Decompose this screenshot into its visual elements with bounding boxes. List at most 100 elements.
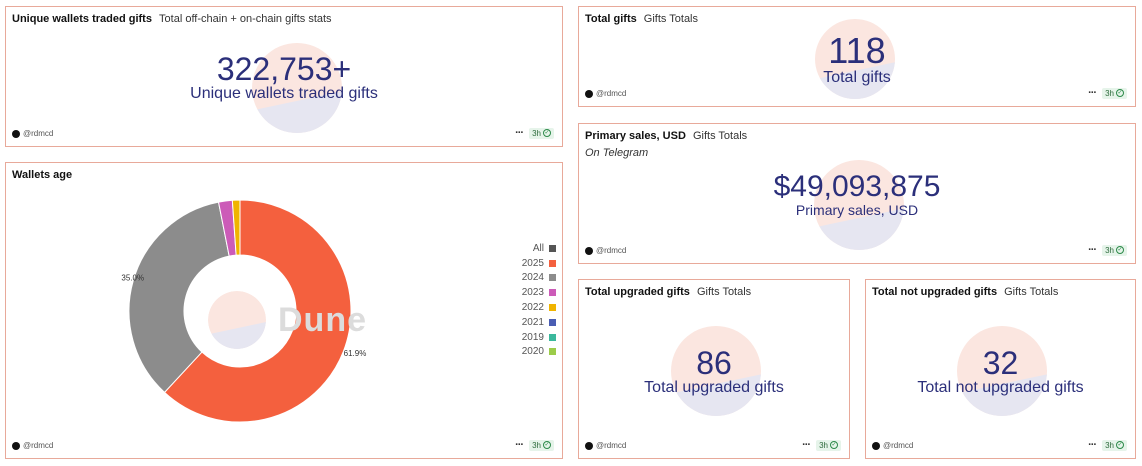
legend-label: 2019 — [521, 331, 544, 343]
card-title[interactable]: Primary sales, USD — [585, 130, 686, 142]
legend-swatch — [549, 289, 556, 297]
card-wallets-age: Wallets age 61.9% 35.0% Dune All 2025 2024 2… — [5, 162, 563, 459]
more-options-icon[interactable]: ··· — [515, 127, 524, 139]
card-subtitle: Total off-chain + on-chain gifts stats — [159, 13, 332, 25]
more-options-icon[interactable]: ··· — [802, 439, 811, 451]
refresh-age: 3h — [819, 440, 828, 450]
counter-value: $49,093,875 — [773, 170, 941, 203]
card-footer: @rdmcd ··· 3h ✓ — [12, 127, 554, 141]
avatar — [12, 129, 20, 138]
card-title[interactable]: Wallets age — [12, 169, 73, 181]
donut-chart: 61.9% 35.0% — [121, 199, 367, 423]
data-label: 61.9% — [344, 349, 367, 358]
legend-swatch — [549, 333, 556, 341]
check-circle-icon: ✓ — [1116, 89, 1124, 97]
more-options-icon[interactable]: ··· — [515, 439, 524, 451]
card-primary-sales: Primary sales, USD Gifts Totals On Teleg… — [578, 123, 1136, 264]
author-name: @rdmcd — [596, 246, 627, 255]
avatar — [585, 89, 593, 98]
author[interactable]: @rdmcd — [585, 441, 626, 450]
refresh-status-badge[interactable]: 3h ✓ — [1102, 87, 1127, 99]
counter-label: Total gifts — [823, 69, 891, 86]
legend-item[interactable]: 2025 — [522, 256, 556, 271]
author[interactable]: @rdmcd — [872, 441, 913, 450]
counter: $49,093,875 Primary sales, USD — [579, 170, 1135, 219]
more-options-icon[interactable]: ··· — [1088, 87, 1097, 99]
legend-label: All — [532, 242, 544, 254]
author-name: @rdmcd — [23, 441, 54, 450]
counter-label: Total not upgraded gifts — [917, 379, 1084, 396]
dune-logo-icon — [671, 326, 761, 416]
dune-logo-icon — [252, 43, 342, 133]
footer-actions: ··· 3h ✓ — [802, 439, 841, 451]
avatar — [585, 441, 593, 450]
refresh-status-badge[interactable]: 3h ✓ — [529, 127, 554, 139]
dune-logo-icon — [208, 291, 266, 349]
card-header: Total gifts Gifts Totals — [585, 13, 1127, 26]
counter: 118 Total gifts — [579, 33, 1135, 87]
donut-slice-2025[interactable] — [163, 199, 352, 423]
card-subtitle: Gifts Totals — [1004, 286, 1059, 298]
author-name: @rdmcd — [596, 89, 627, 98]
refresh-status-badge[interactable]: 3h ✓ — [1102, 244, 1127, 256]
legend-swatch — [549, 259, 556, 267]
donut-slice-2024[interactable] — [128, 201, 230, 394]
legend-item[interactable]: 2021 — [522, 315, 556, 330]
refresh-status-badge[interactable]: 3h ✓ — [1102, 439, 1127, 451]
refresh-age: 3h — [532, 128, 541, 138]
refresh-age: 3h — [1105, 245, 1114, 255]
dune-watermark-text: Dune — [278, 301, 367, 339]
check-circle-icon: ✓ — [1116, 246, 1124, 254]
legend-item[interactable]: 2019 — [522, 330, 556, 345]
legend-item[interactable]: 2022 — [522, 300, 556, 315]
footer-actions: ··· 3h ✓ — [515, 127, 554, 139]
card-header: Total upgraded gifts Gifts Totals — [585, 286, 841, 299]
refresh-status-badge[interactable]: 3h ✓ — [529, 439, 554, 451]
author[interactable]: @rdmcd — [585, 246, 626, 255]
refresh-status-badge[interactable]: 3h ✓ — [816, 439, 841, 451]
check-circle-icon: ✓ — [543, 129, 551, 137]
more-options-icon[interactable]: ··· — [1088, 439, 1097, 451]
card-title[interactable]: Total not upgraded gifts — [872, 286, 998, 298]
card-footer: @rdmcd ··· 3h ✓ — [585, 87, 1127, 101]
footer-actions: ··· 3h ✓ — [515, 439, 554, 451]
card-footer: @rdmcd ··· 3h ✓ — [585, 439, 841, 453]
counter-label: Primary sales, USD — [795, 202, 919, 218]
legend-item[interactable]: 2024 — [522, 271, 556, 286]
card-header: Primary sales, USD Gifts Totals — [585, 130, 1127, 143]
card-header: Wallets age — [12, 169, 554, 182]
legend-item[interactable]: All — [522, 241, 556, 256]
legend-label: 2020 — [521, 346, 544, 358]
check-circle-icon: ✓ — [830, 441, 838, 449]
card-title[interactable]: Unique wallets traded gifts — [12, 13, 152, 25]
legend-item[interactable]: 2020 — [522, 345, 556, 360]
check-circle-icon: ✓ — [543, 441, 551, 449]
counter: 32 Total not upgraded gifts — [866, 347, 1135, 397]
dune-logo-icon — [957, 326, 1047, 416]
more-options-icon[interactable]: ··· — [1088, 244, 1097, 256]
card-subtitle: Gifts Totals — [696, 286, 752, 298]
legend-swatch — [549, 274, 556, 282]
card-title[interactable]: Total gifts — [585, 13, 637, 25]
author[interactable]: @rdmcd — [12, 129, 53, 138]
card-header: Unique wallets traded gifts Total off-ch… — [12, 13, 554, 26]
author[interactable]: @rdmcd — [585, 89, 626, 98]
card-title[interactable]: Total upgraded gifts — [585, 286, 690, 298]
legend-swatch — [549, 348, 556, 356]
donut-slice-2022[interactable] — [231, 199, 241, 256]
legend-item[interactable]: 2023 — [522, 285, 556, 300]
author[interactable]: @rdmcd — [12, 441, 53, 450]
avatar — [872, 441, 880, 450]
dune-logo-icon — [815, 19, 895, 99]
legend-swatch — [549, 318, 556, 326]
avatar — [12, 441, 20, 450]
counter-label: Unique wallets traded gifts — [190, 85, 378, 102]
counter-value: 322,753+ — [216, 51, 352, 87]
card-description: On Telegram — [585, 147, 649, 159]
refresh-age: 3h — [1105, 88, 1114, 98]
refresh-age: 3h — [532, 440, 541, 450]
card-header: Total not upgraded gifts Gifts Totals — [872, 286, 1127, 299]
card-subtitle: Gifts Totals — [643, 13, 699, 25]
legend-label: 2021 — [521, 316, 544, 328]
author-name: @rdmcd — [883, 441, 914, 450]
